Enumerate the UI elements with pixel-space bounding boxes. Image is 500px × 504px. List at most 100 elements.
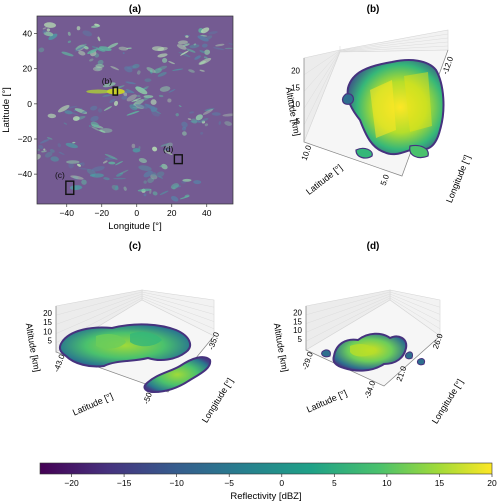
cloud-patch — [199, 69, 205, 72]
cloud-patch — [135, 103, 148, 109]
cloud-patch — [61, 51, 74, 57]
colorbar-tick-label: −20 — [64, 478, 79, 488]
region-box-label: (c) — [55, 170, 65, 180]
cloud-patch — [202, 109, 213, 115]
cloud-patch — [131, 143, 136, 149]
cloud-patch — [144, 78, 152, 83]
cloud-patch — [215, 43, 225, 47]
cloud-patch — [208, 31, 218, 35]
cloud-patch — [37, 148, 40, 152]
cloud-patch — [132, 107, 143, 109]
cloud-patch — [181, 180, 186, 184]
panel-c-cloud — [58, 323, 212, 394]
cloud-patch — [125, 81, 136, 85]
cloud-patch — [97, 36, 101, 42]
cloud-patch — [190, 120, 201, 123]
cloud-patch — [176, 44, 187, 50]
cloud-patch — [74, 43, 87, 50]
cloud-patch — [72, 175, 79, 180]
grid-line — [305, 297, 441, 342]
cloud-patch — [159, 190, 169, 196]
cloud-patch — [108, 161, 116, 165]
colorbar-tick-label: −10 — [169, 478, 184, 488]
cloud-patch — [138, 165, 152, 171]
cloud-patch — [113, 177, 127, 180]
map-xtick-label: 0 — [134, 208, 139, 218]
cloud-patch — [73, 185, 82, 190]
cloud-patch — [142, 86, 149, 90]
colorbar-tick-label: 0 — [279, 478, 284, 488]
cloud-patch — [49, 149, 55, 153]
xtick-label: 5.0 — [379, 173, 391, 187]
cloud-patch — [95, 63, 105, 69]
cloud-patch — [78, 50, 86, 56]
cloud-patch — [203, 56, 208, 59]
cloud-patch — [97, 108, 103, 113]
map-ytick-label: 0 — [27, 99, 32, 109]
cloud-patch — [67, 31, 71, 36]
cloud-patch — [137, 70, 141, 75]
cloud-patch — [82, 30, 93, 37]
ztick-label: 10 — [291, 100, 300, 109]
cloud-patch — [123, 91, 128, 97]
cloud-patch — [178, 105, 182, 107]
cloud-patch — [70, 175, 84, 180]
colorbar-tick-label: 10 — [382, 478, 392, 488]
ztick-label: 5 — [298, 335, 303, 344]
cloud-patch — [37, 147, 38, 153]
cloud-patch — [67, 40, 72, 44]
cloud-patch — [195, 114, 203, 121]
cloud-patch — [168, 61, 175, 65]
cloud-patch — [144, 103, 157, 111]
cloud-patch — [104, 153, 118, 160]
cloud-patch — [170, 183, 179, 190]
cloud-patch — [77, 163, 81, 167]
cloud-patch — [89, 174, 96, 177]
cloud-patch — [126, 110, 140, 116]
xtick-label: -29.0 — [300, 350, 315, 371]
cloud-patch — [38, 47, 45, 53]
cloud-patch — [47, 113, 56, 119]
cloud-patch — [97, 59, 104, 65]
cloud-patch — [201, 120, 206, 124]
cloud-patch — [152, 46, 165, 52]
cloud-patch — [177, 40, 188, 45]
cloud-patch — [165, 142, 173, 149]
cloud-patch — [44, 151, 53, 158]
region-box — [65, 180, 75, 196]
cloud-patch — [152, 191, 158, 196]
cloud-patch — [199, 50, 206, 54]
cloud-patch — [180, 50, 189, 56]
cloud-patch — [198, 57, 212, 65]
cloud-patch — [126, 47, 132, 50]
cloud-patch — [160, 143, 169, 147]
cloud-patch — [184, 194, 190, 198]
colorbar-tick-label: 5 — [332, 478, 337, 488]
cloud-core — [86, 89, 111, 94]
cloud-patch — [150, 99, 157, 105]
cloud-patch — [65, 105, 78, 109]
cloud-patch — [211, 112, 221, 116]
grid-line — [55, 291, 215, 316]
cloud-patch — [131, 97, 142, 102]
grid-line — [305, 291, 441, 316]
cloud-patch — [162, 57, 168, 63]
panel-c-xlabel: Latitude [°] — [71, 391, 114, 418]
cloud-patch — [48, 33, 58, 40]
cloud-patch — [157, 65, 168, 71]
cloud-patch — [182, 131, 187, 136]
cloud-patch — [126, 94, 137, 102]
cloud-patch — [152, 172, 157, 177]
cloud-patch — [50, 156, 59, 162]
region-boxes: (b) (c) (d) — [55, 76, 183, 196]
region-box-label: (b) — [102, 76, 113, 86]
cloud-patch — [200, 131, 204, 135]
cloud-patch — [167, 98, 172, 103]
cloud-patch — [158, 94, 164, 98]
cloud-patch — [25, 159, 36, 166]
cloud-patch — [204, 49, 211, 55]
cloud-patch — [182, 126, 186, 131]
cloud-patch — [156, 171, 165, 178]
